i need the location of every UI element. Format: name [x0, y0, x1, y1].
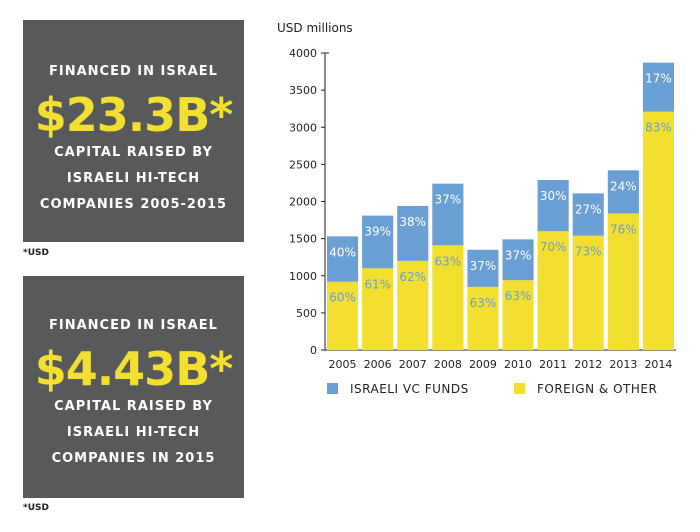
stat-description-line: COMPANIES IN 2015 — [51, 451, 216, 466]
bar-label-israeli-vc: 38% — [399, 215, 426, 229]
bar-label-israeli-vc: 37% — [470, 259, 497, 273]
bar-label-israeli-vc: 27% — [575, 202, 602, 216]
bar-foreign-other — [642, 111, 674, 350]
x-tick-label: 2007 — [399, 358, 427, 371]
y-tick-label: 500 — [296, 307, 317, 320]
bar-israeli-vc — [607, 170, 639, 214]
bar-label-foreign-other: 60% — [329, 291, 356, 305]
bar-israeli-vc — [572, 193, 604, 236]
x-tick-label: 2010 — [504, 358, 532, 371]
stat-description-line: COMPANIES 2005-2015 — [39, 197, 228, 212]
bar-foreign-other — [397, 260, 429, 350]
y-tick-label: 3500 — [289, 84, 317, 97]
bar-label-israeli-vc: 40% — [329, 245, 356, 259]
stat-amount: $23.3B* — [34, 88, 234, 142]
y-tick-label: 0 — [310, 344, 317, 357]
bar-label-foreign-other: 73% — [575, 245, 602, 259]
currency-note: *USD — [23, 503, 49, 513]
x-tick-label: 2006 — [364, 358, 392, 371]
legend-label-foreign-other: FOREIGN & OTHER — [537, 382, 657, 396]
bar-label-foreign-other: 76% — [610, 222, 637, 236]
stat-heading: FINANCED IN ISRAEL — [49, 318, 218, 333]
y-tick-label: 2500 — [289, 158, 317, 171]
y-tick-label: 3000 — [289, 121, 317, 134]
y-tick-label: 2000 — [289, 196, 317, 209]
bar-israeli-vc — [642, 62, 674, 112]
bar-label-foreign-other: 63% — [470, 296, 497, 310]
x-tick-label: 2013 — [609, 358, 637, 371]
bar-foreign-other — [432, 245, 464, 350]
bar-israeli-vc — [432, 183, 464, 246]
bar-label-foreign-other: 63% — [505, 289, 532, 303]
x-tick-label: 2005 — [329, 358, 357, 371]
x-tick-label: 2012 — [574, 358, 602, 371]
stat-description-line: ISRAELI HI-TECH — [66, 171, 201, 186]
bar-label-israeli-vc: 30% — [540, 189, 567, 203]
bar-foreign-other — [607, 213, 639, 350]
bar-foreign-other — [502, 280, 534, 350]
legend-swatch-israeli-vc — [327, 383, 338, 394]
y-tick-label: 1500 — [289, 233, 317, 246]
stat-box-2015: FINANCED IN ISRAEL $4.43B* CAPITAL RAISE… — [23, 276, 244, 498]
stat-box-2005-2015: FINANCED IN ISRAEL $23.3B* CAPITAL RAISE… — [23, 20, 244, 242]
y-tick-label: 1000 — [289, 270, 317, 283]
stat-amount: $4.43B* — [34, 342, 234, 396]
bar-label-foreign-other: 63% — [435, 254, 462, 268]
bar-label-foreign-other: 61% — [364, 277, 391, 291]
bar-label-israeli-vc: 37% — [435, 193, 462, 207]
x-tick-label: 2009 — [469, 358, 497, 371]
stat-description-line: ISRAELI HI-TECH — [66, 425, 201, 440]
bar-label-israeli-vc: 37% — [505, 248, 532, 262]
bar-label-foreign-other: 70% — [540, 240, 567, 254]
x-tick-label: 2008 — [434, 358, 462, 371]
x-tick-label: 2011 — [539, 358, 567, 371]
bar-israeli-vc — [502, 239, 534, 281]
y-tick-label: 4000 — [289, 47, 317, 60]
y-axis-title: USD millions — [277, 21, 353, 35]
bar-foreign-other — [467, 286, 499, 350]
currency-note: *USD — [23, 248, 49, 258]
bar-foreign-other — [572, 235, 604, 350]
bar-israeli-vc — [327, 236, 359, 282]
stat-description-line: CAPITAL RAISED BY — [54, 145, 213, 160]
bar-label-israeli-vc: 24% — [610, 179, 637, 193]
stat-heading: FINANCED IN ISRAEL — [49, 64, 218, 79]
x-tick-label: 2014 — [644, 358, 672, 371]
bar-label-foreign-other: 62% — [399, 270, 426, 284]
bar-foreign-other — [327, 281, 359, 350]
bar-label-foreign-other: 83% — [645, 121, 672, 135]
bar-label-israeli-vc: 17% — [645, 72, 672, 86]
legend-swatch-foreign-other — [514, 383, 525, 394]
legend-label-israeli-vc: ISRAELI VC FUNDS — [350, 382, 469, 396]
bar-foreign-other — [362, 268, 394, 350]
bar-label-israeli-vc: 39% — [364, 225, 391, 239]
bar-israeli-vc — [362, 215, 394, 269]
bar-israeli-vc — [467, 249, 499, 287]
bar-israeli-vc — [537, 179, 569, 232]
bar-foreign-other — [537, 231, 569, 350]
bar-israeli-vc — [397, 205, 429, 261]
stat-description-line: CAPITAL RAISED BY — [54, 399, 213, 414]
